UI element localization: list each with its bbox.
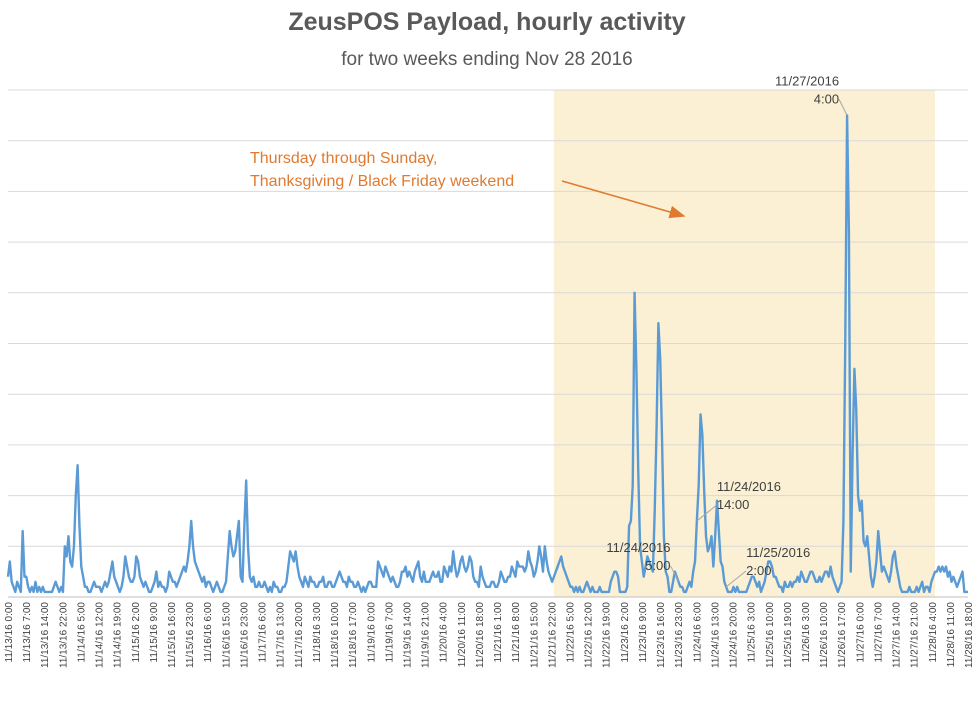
x-tick-label: 11/22/16 19:00 [602,602,613,668]
callout-date: 11/24/2016 [606,540,670,555]
x-tick-label: 11/24/16 13:00 [710,602,721,668]
x-tick-label: 11/16/16 15:00 [221,602,232,668]
x-tick-label: 11/14/16 19:00 [113,602,124,668]
x-tick-label: 11/14/16 5:00 [77,602,88,663]
callout: 11/24/2016 5:00 [606,540,679,583]
x-tick-label: 11/19/16 21:00 [421,602,432,668]
series-layer [6,114,968,594]
x-tick-label: 11/27/16 14:00 [892,602,903,668]
arrow-line [561,180,686,219]
callout-date: 11/27/2016 [775,73,839,88]
x-tick-label: 11/24/16 6:00 [692,602,703,663]
x-tick-label: 11/27/16 21:00 [910,602,921,668]
x-tick-label: 11/23/16 16:00 [656,602,667,668]
x-tick-label: 11/15/16 23:00 [185,602,196,668]
x-tick-label: 11/20/16 4:00 [439,602,450,663]
x-tick-label: 11/21/16 15:00 [529,602,540,668]
x-tick-label: 11/23/16 9:00 [638,602,649,663]
series-line [6,114,968,594]
callout-time: 2:00 [746,563,771,578]
x-tick-label: 11/18/16 10:00 [330,602,341,668]
x-tick-label: 11/15/16 9:00 [149,602,160,663]
callout-leader [838,99,848,116]
x-tick-label: 11/16/16 23:00 [240,602,251,668]
chart-subtitle: for two weeks ending Nov 28 2016 [341,49,633,70]
x-tick-label: 11/19/16 14:00 [403,602,414,668]
callout-time: 4:00 [814,91,839,106]
x-tick-label: 11/17/16 13:00 [276,602,287,668]
x-tick-label: 11/28/16 18:00 [964,602,975,668]
callout: 11/25/2016 2:00 [725,545,810,588]
x-tick-label: 11/16/16 6:00 [203,602,214,663]
x-tick-label: 11/21/16 8:00 [511,602,522,663]
x-tick-label: 11/14/16 12:00 [95,602,106,668]
x-tick-label: 11/17/16 20:00 [294,602,305,668]
x-tick-label: 11/23/16 23:00 [674,602,685,668]
annotations: 11/24/2016 5:00 11/24/2016 14:00 11/25/2016 2… [561,73,848,588]
x-tick-label: 11/27/16 7:00 [873,602,884,663]
x-tick-label: 11/26/16 17:00 [837,602,848,668]
x-tick-label: 11/13/16 7:00 [22,602,33,663]
x-tick-label: 11/19/16 7:00 [384,602,395,663]
x-tick-label: 11/28/16 4:00 [928,602,939,663]
x-tick-label: 11/21/16 1:00 [493,602,504,663]
x-tick-label: 11/18/16 3:00 [312,602,323,663]
x-tick-label: 11/23/16 2:00 [620,602,631,663]
callout-date: 11/25/2016 [746,545,810,560]
callout-date: 11/24/2016 [717,479,781,494]
x-tick-label: 11/25/16 3:00 [747,602,758,663]
x-tick-label: 11/19/16 0:00 [366,602,377,663]
x-tick-label: 11/26/16 3:00 [801,602,812,663]
x-tick-label: 11/25/16 10:00 [765,602,776,668]
gridlines [8,89,968,598]
chart-title: ZeusPOS Payload, hourly activity [288,8,685,36]
x-tick-label: 11/20/16 18:00 [475,602,486,668]
x-tick-label: 11/20/16 11:00 [457,602,468,668]
callout-time: 5:00 [645,558,670,573]
callout-leader [696,504,718,522]
callout-leader [725,570,747,588]
weekend-note: Thursday through Sunday, Thanksgiving / … [250,150,514,190]
callout: 11/24/2016 14:00 [696,479,781,522]
x-tick-label: 11/27/16 0:00 [855,602,866,663]
x-tick-label: 11/13/16 0:00 [4,602,15,663]
x-tick-label: 11/26/16 10:00 [819,602,830,668]
callout-time: 14:00 [717,497,750,512]
x-axis: 11/13/16 0:00 11/13/16 7:00 11/13/16 14:00… [4,602,975,668]
weekend-note-arrow [561,180,686,219]
x-tick-label: 11/21/16 22:00 [547,602,558,668]
weekend-note-line-2: Thanksgiving / Black Friday weekend [250,173,514,190]
callout-leader [670,565,679,583]
x-tick-label: 11/17/16 6:00 [258,602,269,663]
x-tick-label: 11/15/16 2:00 [131,602,142,663]
x-tick-label: 11/15/16 16:00 [167,602,178,668]
weekend-note-line-1: Thursday through Sunday, [250,150,437,167]
x-tick-label: 11/28/16 11:00 [946,602,957,668]
x-tick-label: 11/13/16 22:00 [58,602,69,668]
x-tick-label: 11/18/16 17:00 [348,602,359,668]
x-tick-label: 11/22/16 12:00 [584,602,595,668]
x-tick-label: 11/25/16 19:00 [783,602,794,668]
x-tick-label: 11/24/16 20:00 [729,602,740,668]
x-tick-label: 11/22/16 5:00 [566,602,577,663]
x-tick-label: 11/13/16 14:00 [40,602,51,668]
callout: 11/27/2016 4:00 [775,73,848,116]
